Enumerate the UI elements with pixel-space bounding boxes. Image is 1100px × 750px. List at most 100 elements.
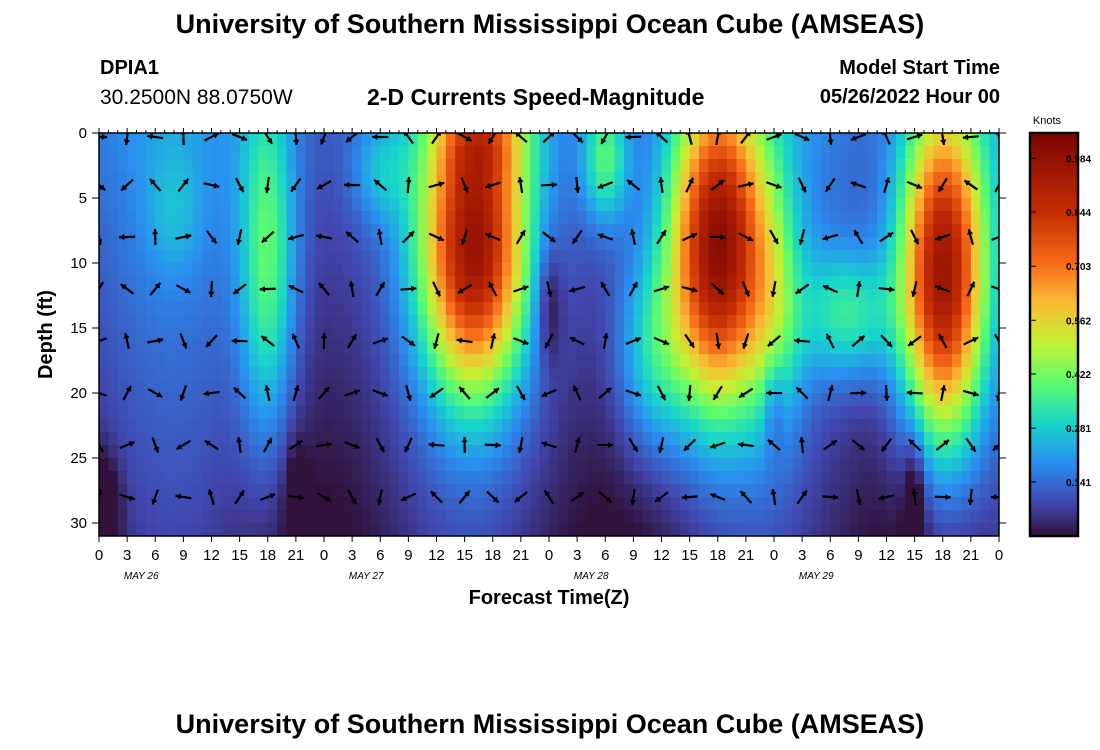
heatmap-cell xyxy=(605,471,616,485)
vector-head xyxy=(935,285,942,291)
vector-head xyxy=(908,439,915,446)
heatmap-cell xyxy=(886,328,897,342)
heatmap-cell xyxy=(989,185,999,199)
heatmap-cell xyxy=(211,133,222,147)
heatmap-cell xyxy=(380,497,391,511)
heatmap-cell xyxy=(942,419,953,433)
heatmap-cell xyxy=(980,276,991,290)
heatmap-cell xyxy=(324,393,334,407)
heatmap-cell xyxy=(361,367,372,381)
heatmap-cell xyxy=(380,432,391,446)
heatmap-cell xyxy=(877,198,888,212)
heatmap-cell xyxy=(867,471,878,485)
heatmap-cell xyxy=(783,510,794,524)
heatmap-cell xyxy=(370,367,381,381)
heatmap-cell xyxy=(136,445,147,459)
heatmap-cell xyxy=(483,458,494,472)
heatmap-cell xyxy=(717,250,728,264)
heatmap-cell xyxy=(708,276,719,290)
heatmap-cell xyxy=(408,185,419,199)
heatmap-cell xyxy=(267,432,278,446)
heatmap-cell xyxy=(783,302,794,316)
vector-head xyxy=(742,342,748,349)
heatmap-cell xyxy=(577,172,588,186)
current-vector xyxy=(515,229,526,245)
heatmap-cell xyxy=(774,211,784,225)
current-vector xyxy=(315,233,333,240)
heatmap-cell xyxy=(99,315,109,329)
heatmap-cell xyxy=(661,484,672,498)
heatmap-cell xyxy=(483,497,494,511)
heatmap-cell xyxy=(680,406,691,420)
heatmap-cell xyxy=(380,224,391,238)
heatmap-cell xyxy=(661,419,672,433)
heatmap-cell xyxy=(858,328,869,342)
current-vector xyxy=(484,181,501,189)
heatmap-cell xyxy=(989,159,999,173)
heatmap-cell xyxy=(136,484,147,498)
heatmap-cell xyxy=(895,198,906,212)
heatmap-cell xyxy=(258,510,269,524)
heatmap-cell xyxy=(192,146,203,160)
heatmap-cell xyxy=(164,315,175,329)
heatmap-cell xyxy=(464,302,475,316)
heatmap-cell xyxy=(445,471,456,485)
vector-head xyxy=(772,237,779,244)
heatmap-cell xyxy=(792,393,803,407)
heatmap-cell xyxy=(483,289,494,303)
heatmap-cell xyxy=(811,276,822,290)
heatmap-cell xyxy=(952,484,963,498)
heatmap-cell xyxy=(652,289,663,303)
heatmap-cell xyxy=(117,523,128,536)
heatmap-cell xyxy=(127,211,138,225)
heatmap-cell xyxy=(924,146,934,160)
heatmap-cell xyxy=(136,367,147,381)
heatmap-cell xyxy=(689,237,700,251)
heatmap-cell xyxy=(830,315,841,329)
vector-head xyxy=(655,496,662,502)
heatmap-cell xyxy=(249,289,259,303)
heatmap-cell xyxy=(830,510,841,524)
heatmap-cell xyxy=(811,302,822,316)
current-vector xyxy=(935,439,950,451)
heatmap-cell xyxy=(680,445,691,459)
heatmap-cell xyxy=(867,328,878,342)
heatmap-cell xyxy=(614,497,625,511)
heatmap-cell xyxy=(333,276,344,290)
heatmap-cell xyxy=(230,159,241,173)
heatmap-cell xyxy=(924,484,934,498)
heatmap-cell xyxy=(895,315,906,329)
current-vector xyxy=(316,491,332,503)
heatmap-cell xyxy=(652,159,663,173)
heatmap-cell xyxy=(727,419,738,433)
heatmap-cell xyxy=(642,484,653,498)
current-vector xyxy=(686,384,693,402)
heatmap-cell xyxy=(970,146,981,160)
heatmap-cell xyxy=(614,172,625,186)
heatmap-cell xyxy=(895,250,906,264)
heatmap-cell xyxy=(624,523,634,536)
heatmap-cell xyxy=(811,250,822,264)
current-vector xyxy=(770,280,777,298)
current-vector xyxy=(851,439,866,451)
heatmap-cell xyxy=(661,380,672,394)
heatmap-cell xyxy=(277,380,288,394)
heatmap-cell xyxy=(380,185,391,199)
heatmap-cell xyxy=(155,458,166,472)
heatmap-cell xyxy=(202,341,213,355)
heatmap-cell xyxy=(952,276,963,290)
heatmap-cell xyxy=(820,471,831,485)
heatmap-cell xyxy=(849,341,859,355)
heatmap-cell xyxy=(483,224,494,238)
current-vector xyxy=(963,179,979,191)
heatmap-cell xyxy=(183,445,194,459)
heatmap-cell xyxy=(736,328,747,342)
heatmap-cell xyxy=(830,523,841,536)
heatmap-cell xyxy=(830,432,841,446)
heatmap-cell xyxy=(174,133,184,147)
heatmap-cell xyxy=(164,211,175,225)
heatmap-cell xyxy=(295,276,306,290)
heatmap-cell xyxy=(774,302,784,316)
heatmap-cell xyxy=(792,302,803,316)
heatmap-cell xyxy=(530,393,541,407)
